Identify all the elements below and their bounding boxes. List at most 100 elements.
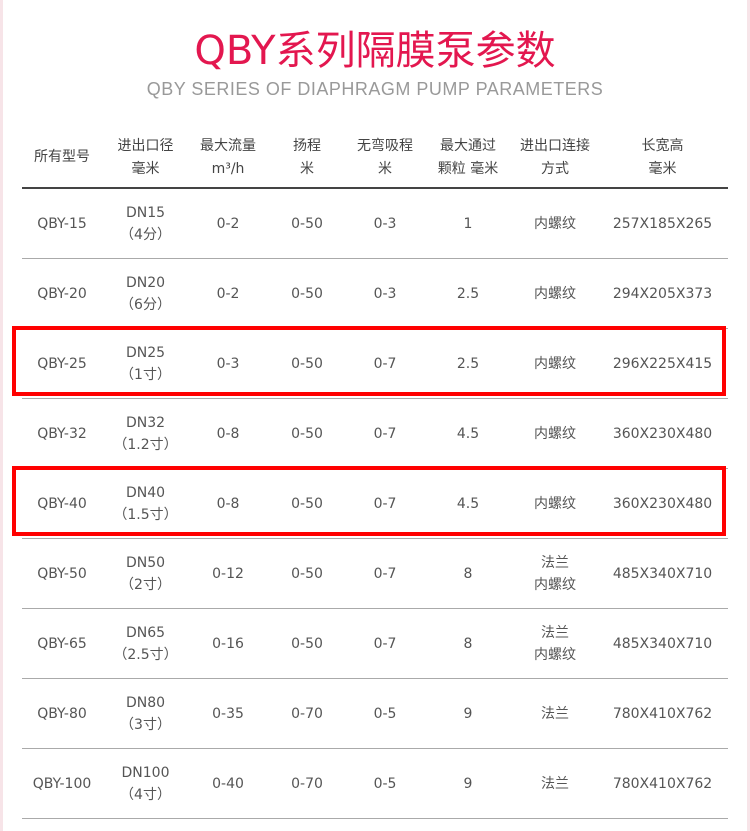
cell-text: 360X230X480 bbox=[612, 495, 713, 512]
cell-text: DN25 bbox=[125, 344, 166, 361]
cell-flow: 0-12 bbox=[189, 539, 267, 608]
cell-size: DN40 （1.5寸） bbox=[102, 469, 189, 538]
page-title: QBY系列隔膜泵参数 bbox=[194, 28, 556, 74]
cell-text: 法兰 bbox=[541, 624, 569, 641]
header-text: 方式 bbox=[541, 160, 569, 177]
cell-text: 0-40 bbox=[212, 775, 244, 792]
cell-text: 8 bbox=[463, 635, 473, 652]
cell-suction: 0-7 bbox=[347, 539, 423, 608]
cell-text: 2.5 bbox=[456, 355, 480, 372]
cell-size: DN80 （3寸） bbox=[102, 679, 189, 748]
cell-text: 360X230X480 bbox=[612, 425, 713, 442]
cell-flow: 0-8 bbox=[189, 469, 267, 538]
table-row: QBY-15 DN15 （4分） 0-2 0-50 0-3 1 内螺纹 257X185X265 bbox=[22, 189, 728, 259]
cell-text: QBY-20 bbox=[37, 285, 87, 302]
header-text: 扬程 bbox=[293, 137, 321, 154]
cell-particle: 9 bbox=[423, 679, 513, 748]
cell-dims: 257X185X265 bbox=[597, 189, 728, 258]
cell-text: （1.5寸） bbox=[113, 506, 178, 523]
cell-size: DN100 （4寸） bbox=[102, 749, 189, 818]
cell-dims: 780X410X762 bbox=[597, 679, 728, 748]
cell-model: QBY-40 bbox=[22, 469, 102, 538]
cell-model: QBY-50 bbox=[22, 539, 102, 608]
cell-text: 内螺纹 bbox=[534, 495, 576, 512]
cell-text: 296X225X415 bbox=[612, 355, 713, 372]
cell-text: （1寸） bbox=[120, 366, 171, 383]
header-text: 毫米 bbox=[131, 160, 160, 177]
cell-text: QBY-100 bbox=[32, 775, 92, 792]
header-text: 米 bbox=[378, 160, 392, 177]
cell-head: 0-50 bbox=[267, 189, 347, 258]
cell-text: DN65 bbox=[125, 624, 166, 641]
cell-text: 485X340X710 bbox=[612, 635, 713, 652]
cell-text: 9 bbox=[463, 775, 473, 792]
cell-particle: 4.5 bbox=[423, 399, 513, 468]
cell-text: （1.2寸） bbox=[113, 436, 178, 453]
cell-text: 0-8 bbox=[216, 495, 240, 512]
cell-particle: 2.5 bbox=[423, 259, 513, 328]
cell-head: 0-50 bbox=[267, 539, 347, 608]
cell-text: 0-16 bbox=[212, 635, 244, 652]
cell-head: 0-70 bbox=[267, 749, 347, 818]
cell-connection: 法兰 内螺纹 bbox=[513, 609, 597, 678]
cell-text: 内螺纹 bbox=[534, 425, 576, 442]
cell-text: 0-7 bbox=[373, 355, 397, 372]
header-text: 颗粒 毫米 bbox=[437, 160, 499, 177]
cell-model: QBY-15 bbox=[22, 189, 102, 258]
header-cell: 最大流量 m³/h bbox=[189, 128, 267, 187]
cell-text: QBY-50 bbox=[37, 565, 87, 582]
cell-text: 8 bbox=[463, 565, 473, 582]
cell-text: 0-50 bbox=[291, 215, 323, 232]
cell-connection: 内螺纹 bbox=[513, 399, 597, 468]
cell-text: 0-50 bbox=[291, 355, 323, 372]
cell-suction: 0-7 bbox=[347, 469, 423, 538]
header-cell: 进出口连接 方式 bbox=[513, 128, 597, 187]
table-row: QBY-50 DN50 （2寸） 0-12 0-50 0-7 8 法兰 内螺纹 485X340X7… bbox=[22, 539, 728, 609]
cell-text: DN15 bbox=[125, 204, 166, 221]
cell-dims: 780X410X762 bbox=[597, 749, 728, 818]
cell-model: QBY-32 bbox=[22, 399, 102, 468]
header-text: 进出口径 bbox=[117, 137, 174, 154]
cell-text: 0-7 bbox=[373, 425, 397, 442]
cell-head: 0-50 bbox=[267, 399, 347, 468]
cell-text: DN32 bbox=[125, 414, 166, 431]
cell-text: （4寸） bbox=[120, 786, 171, 803]
cell-text: 0-50 bbox=[291, 495, 323, 512]
cell-flow: 0-2 bbox=[189, 259, 267, 328]
cell-connection: 内螺纹 bbox=[513, 329, 597, 398]
cell-suction: 0-7 bbox=[347, 609, 423, 678]
header-cell: 所有型号 bbox=[22, 128, 102, 187]
cell-flow: 0-8 bbox=[189, 399, 267, 468]
cell-text: 内螺纹 bbox=[534, 285, 576, 302]
cell-text: DN50 bbox=[125, 554, 166, 571]
cell-text: QBY-40 bbox=[37, 495, 87, 512]
cell-text: 485X340X710 bbox=[612, 565, 713, 582]
cell-text: 法兰 bbox=[541, 775, 569, 792]
cell-particle: 8 bbox=[423, 539, 513, 608]
cell-text: 0-35 bbox=[212, 705, 244, 722]
cell-text: 0-70 bbox=[291, 775, 323, 792]
header-text: 进出口连接 bbox=[520, 137, 590, 154]
table-header: 所有型号 进出口径 毫米 最大流量 m³/h 扬程米无弯吸程米最大通过 颗粒 毫米 进出口连接… bbox=[22, 128, 728, 189]
cell-text: 9 bbox=[463, 705, 473, 722]
page-subtitle: QBY SERIES OF DIAPHRAGM PUMP PARAMETERS bbox=[146, 79, 604, 99]
cell-text: 780X410X762 bbox=[612, 775, 713, 792]
header-text: 米 bbox=[300, 160, 314, 177]
cell-flow: 0-2 bbox=[189, 189, 267, 258]
cell-flow: 0-35 bbox=[189, 679, 267, 748]
header-text: 所有型号 bbox=[34, 149, 90, 165]
cell-head: 0-50 bbox=[267, 469, 347, 538]
table-row: QBY-20 DN20 （6分） 0-2 0-50 0-3 2.5 内螺纹 294X205X37… bbox=[22, 259, 728, 329]
cell-text: （4分） bbox=[120, 226, 171, 243]
cell-size: DN15 （4分） bbox=[102, 189, 189, 258]
cell-particle: 4.5 bbox=[423, 469, 513, 538]
cell-text: 0-2 bbox=[216, 285, 240, 302]
cell-connection: 内螺纹 bbox=[513, 189, 597, 258]
cell-text: 0-2 bbox=[216, 215, 240, 232]
cell-suction: 0-3 bbox=[347, 189, 423, 258]
cell-text: （2寸） bbox=[120, 576, 171, 593]
cell-head: 0-50 bbox=[267, 329, 347, 398]
cell-text: QBY-15 bbox=[37, 215, 87, 232]
cell-suction: 0-5 bbox=[347, 679, 423, 748]
